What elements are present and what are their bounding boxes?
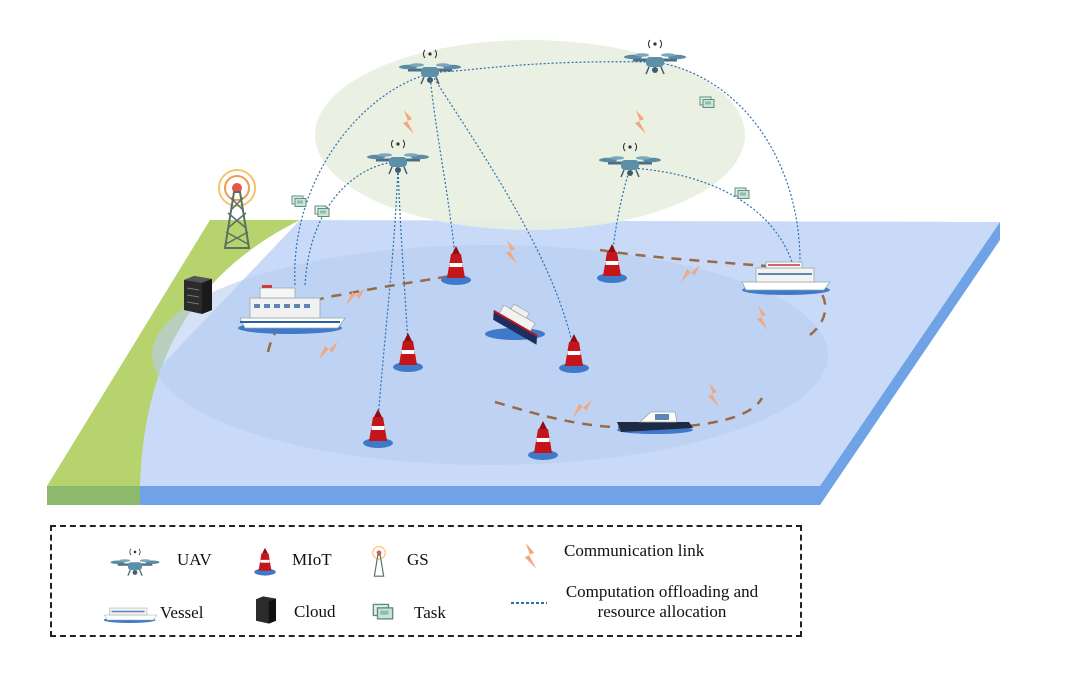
sea-right-edge <box>820 222 1000 505</box>
speedboat <box>617 411 693 434</box>
legend-task-label: Task <box>414 603 446 622</box>
legend-vessel-label: Vessel <box>160 603 204 622</box>
legend-offload-label: Computation offloading and resource allo… <box>565 582 759 621</box>
legend-uav-label: UAV <box>177 550 212 569</box>
drone-icon <box>109 548 161 577</box>
task-2 <box>314 205 330 217</box>
legend-miot-label: MIoT <box>292 550 332 569</box>
uav-coverage-zone <box>315 40 745 230</box>
scene-illustration <box>47 38 1000 505</box>
ship-icon <box>104 607 158 623</box>
legend-gs-label: GS <box>407 550 429 569</box>
sea-front-edge <box>140 486 820 505</box>
task-stack-icon <box>372 603 394 620</box>
legend-comm-label: Communication link <box>564 541 705 560</box>
vessel-left <box>238 285 346 334</box>
task-1 <box>291 195 307 207</box>
operating-area <box>152 245 828 465</box>
offloading-links <box>294 61 801 421</box>
task-4 <box>734 187 750 199</box>
cloud-server <box>184 276 212 314</box>
ground-station <box>218 169 256 249</box>
shore-edge <box>47 486 140 505</box>
server-icon <box>256 596 276 624</box>
buoy-icon <box>254 547 276 576</box>
sinking-ship <box>485 303 545 345</box>
lightning-icon <box>524 543 537 569</box>
shore <box>47 220 300 486</box>
legend-cloud-label: Cloud <box>294 602 336 621</box>
dotted-line-icon <box>511 602 547 604</box>
tower-icon <box>372 545 386 577</box>
vessel-right <box>741 261 831 295</box>
legend: UAV MIoT GS Communication link Vessel Cl… <box>50 525 802 637</box>
